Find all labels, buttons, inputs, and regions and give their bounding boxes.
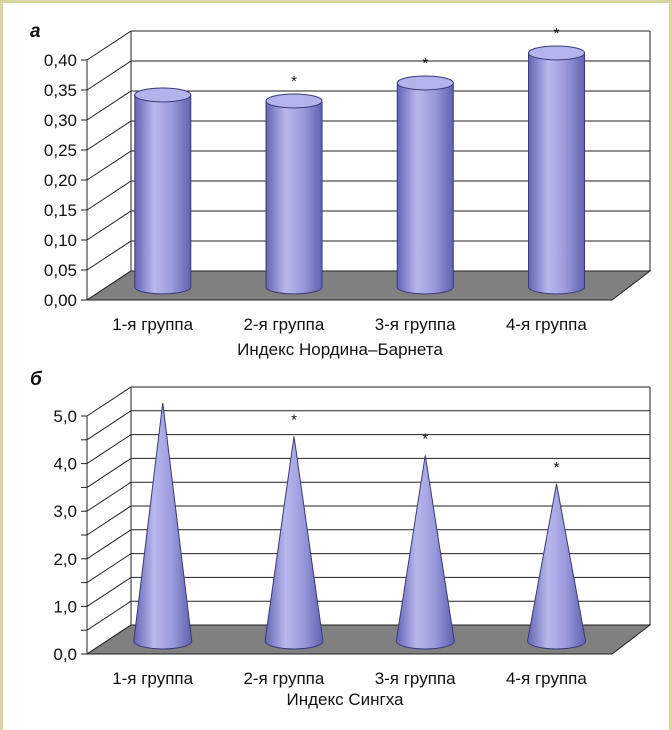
x-tick-label: 3-я группа — [375, 669, 456, 688]
x-axis-title-b: Индекс Сингха — [287, 690, 405, 709]
y-tick-label: 0,0 — [53, 645, 77, 664]
x-tick-label: 4-я группа — [506, 669, 587, 688]
gridline-side — [86, 240, 132, 271]
cone-3 — [395, 455, 455, 650]
x-axis-title-a: Индекс Нордина–Барнета — [237, 340, 443, 359]
significance-mark: * — [554, 25, 560, 42]
bar-top-3 — [396, 75, 454, 91]
y-tick-label: 0,20 — [44, 171, 77, 190]
significance-mark: * — [422, 430, 428, 447]
y-tick-label: 4,0 — [53, 455, 77, 474]
y-tick-label: 0,10 — [44, 231, 77, 250]
gridline-side — [86, 210, 132, 241]
chart-panel-b: б 0,0 1,0 2,0 3,0 4,0 5,0 * * * 1-я группа 2-я г… — [30, 369, 652, 709]
gridline-side — [86, 410, 132, 441]
x-tick-label: 4-я группа — [506, 315, 587, 334]
cone-2 — [264, 436, 324, 650]
panel-label-b: б — [30, 369, 43, 390]
bar-top-2 — [265, 93, 323, 109]
bar-1 — [134, 94, 192, 295]
gridline-side — [86, 457, 132, 488]
gridline-side — [86, 600, 132, 631]
gridline-side — [86, 60, 132, 91]
x-axis-b: 1-я группа 2-я группа 3-я группа 4-я группа — [112, 669, 587, 688]
y-tick-label: 0,15 — [44, 201, 77, 220]
y-tick-label: 0,30 — [44, 111, 77, 130]
gridline-side — [86, 553, 132, 584]
x-tick-label: 1-я группа — [112, 315, 193, 334]
y-tick-label: 0,25 — [44, 141, 77, 160]
bars-a: * * * — [134, 25, 586, 295]
gridline-side — [86, 434, 132, 465]
x-tick-label: 3-я группа — [375, 315, 456, 334]
gridline-side — [86, 90, 132, 121]
y-tick-label: 2,0 — [53, 550, 77, 569]
significance-mark: * — [291, 411, 297, 428]
x-tick-label: 2-я группа — [243, 315, 324, 334]
gridline-side — [86, 505, 132, 536]
y-tick-label: 1,0 — [53, 597, 77, 616]
bar-top-1 — [134, 87, 192, 103]
gridline-side — [86, 529, 132, 560]
cone-4 — [527, 483, 587, 650]
bar-3 — [396, 82, 454, 295]
gridline-side — [86, 481, 132, 512]
y-tick-label: 0,05 — [44, 261, 77, 280]
y-tick-label: 0,00 — [44, 291, 77, 310]
y-tick-label: 3,0 — [53, 502, 77, 521]
y-tick-label: 0,35 — [44, 81, 77, 100]
y-axis-b: 0,0 1,0 2,0 3,0 4,0 5,0 — [53, 407, 87, 664]
gridline-side — [86, 150, 132, 181]
chart-panel-a: а 0,00 0,05 0,10 0,15 0,20 0,25 0,30 0,35 0,40 *… — [30, 21, 652, 359]
bar-top-4 — [528, 45, 586, 61]
gridline-side — [86, 180, 132, 211]
bars-b: * * * — [133, 402, 587, 650]
bar-4 — [528, 52, 586, 295]
gridline-side — [86, 120, 132, 151]
y-tick-label: 5,0 — [53, 407, 77, 426]
cone-1 — [133, 402, 193, 650]
chart-floor — [85, 270, 652, 301]
y-tick-label: 0,40 — [44, 51, 77, 70]
gridline-side — [86, 576, 132, 607]
x-tick-label: 2-я группа — [243, 669, 324, 688]
significance-mark: * — [554, 459, 560, 476]
x-axis-a: 1-я группа 2-я группа 3-я группа 4-я группа — [112, 315, 587, 334]
significance-mark: * — [422, 55, 428, 72]
panel-label-a: а — [30, 21, 41, 42]
gridline-side — [86, 30, 132, 61]
gridline-side — [86, 386, 132, 417]
bar-2 — [265, 100, 323, 295]
grid-b — [85, 386, 652, 655]
chart-floor — [85, 624, 652, 655]
x-tick-label: 1-я группа — [112, 669, 193, 688]
significance-mark: * — [291, 73, 297, 90]
y-axis-a: 0,00 0,05 0,10 0,15 0,20 0,25 0,30 0,35 0,40 — [44, 51, 87, 310]
